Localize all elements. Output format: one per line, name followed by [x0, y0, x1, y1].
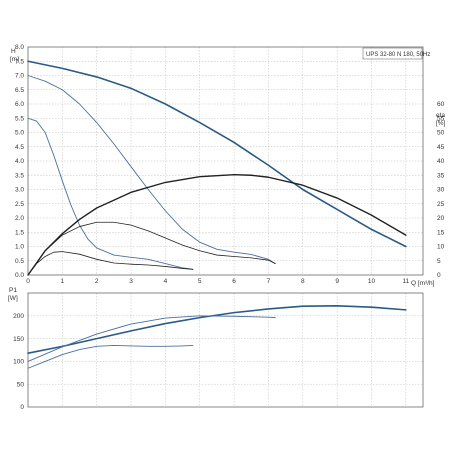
head-tick-label: 6.5: [15, 87, 24, 94]
head-tick-label: 7.0: [15, 73, 24, 80]
head-tick-label: 1.5: [15, 229, 24, 236]
flow-tick-label: 7: [267, 278, 271, 285]
head-tick-label: 8.0: [15, 44, 24, 51]
title-box: [362, 47, 423, 60]
head-tick-label: 7.5: [15, 58, 24, 65]
flow-tick-label: 9: [335, 278, 339, 285]
flow-tick-label: 2: [95, 278, 99, 285]
head-axis-symbol: H: [11, 48, 16, 55]
head-curve-3: [27, 117, 194, 270]
eta-tick-label: 0: [437, 272, 441, 279]
flow-tick-label: 6: [232, 278, 236, 285]
power-curve-1: [27, 304, 407, 354]
eta-tick-label: 45: [437, 144, 445, 151]
head-tick-label: 3.0: [15, 187, 24, 194]
efficiency-curve-6: [27, 251, 194, 276]
flow-tick-label: 11: [402, 278, 409, 285]
eta-tick-label: 35: [437, 172, 445, 179]
power-tick-label: 150: [13, 336, 24, 343]
chart-title: UPS 32-80 N 180, 50Hz: [366, 52, 430, 58]
power-tick-label: 0: [20, 404, 24, 411]
power-axis-unit: [W]: [8, 295, 18, 302]
flow-axis-label: Q [m³/h]: [411, 280, 435, 287]
flow-tick-label: 4: [164, 278, 168, 285]
eta-tick-label: 50: [437, 130, 445, 137]
eta-axis-unit: [%]: [436, 120, 446, 127]
head-tick-label: 3.5: [15, 172, 24, 179]
head-axis-unit: [m]: [10, 56, 19, 63]
flow-tick-label: 1: [61, 278, 65, 285]
head-tick-label: 4.5: [15, 144, 24, 151]
eta-axis-symbol: eta: [436, 112, 445, 119]
head-tick-label: 0.5: [15, 258, 24, 265]
eta-tick-label: 20: [437, 215, 445, 222]
power-panel: 0 50 100 150 200 P1 [W]: [8, 287, 424, 411]
head-tick-label: 5.0: [15, 130, 24, 137]
power-tick-label: 50: [17, 381, 25, 388]
eta-tick-label: 5: [437, 258, 441, 265]
head-tick-label: 6.0: [15, 101, 24, 108]
head-tick-label: 5.5: [15, 115, 24, 122]
head-curve-1: [27, 60, 407, 248]
flow-tick-label: 5: [198, 278, 202, 285]
efficiency-curve-5: [27, 221, 276, 276]
flow-tick-label: 3: [129, 278, 133, 285]
eta-tick-label: 30: [437, 187, 445, 194]
flow-tick-label: 8: [301, 278, 305, 285]
head-curve-2: [27, 75, 276, 265]
power-axis-symbol: P1: [9, 287, 17, 294]
head-tick-label: 4.0: [15, 158, 24, 165]
head-tick-label: 0.0: [15, 272, 24, 279]
power-curve-3: [27, 344, 194, 369]
top-plot-frame: [27, 46, 424, 276]
head-tick-label: 2.0: [15, 215, 24, 222]
power-curve-2: [27, 315, 276, 362]
head-tick-label: 1.0: [15, 244, 24, 251]
flow-tick-label: 10: [368, 278, 376, 285]
eta-tick-label: 15: [437, 229, 445, 236]
flow-tick-label: 0: [26, 278, 30, 285]
head-tick-label: 2.5: [15, 201, 24, 208]
eta-tick-label: 40: [437, 158, 445, 165]
efficiency-curve-4: [27, 173, 407, 276]
eta-tick-label: 10: [437, 244, 445, 251]
eta-tick-label: 60: [437, 101, 445, 108]
head-efficiency-panel: 0.0 0.5 1.0 1.5 2.0 2.5 3.0 3.5 4.0 4.5 5.0 5.5 6.0 6…: [10, 44, 446, 287]
eta-tick-label: 25: [437, 201, 445, 208]
power-tick-label: 200: [13, 313, 24, 320]
power-tick-label: 100: [13, 359, 24, 366]
bottom-plot-frame: [27, 292, 424, 408]
eta-tick-label: 55: [437, 115, 445, 122]
